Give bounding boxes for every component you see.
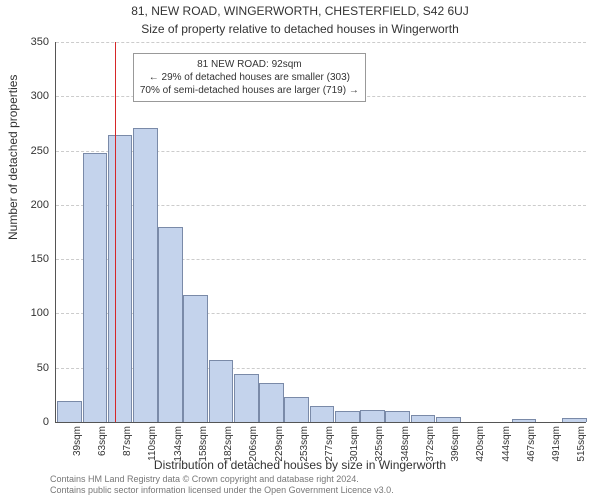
x-tick: 206sqm: [248, 426, 259, 462]
y-tick: 350: [31, 36, 55, 48]
histogram-bar: [335, 411, 360, 422]
x-tick: 467sqm: [526, 426, 537, 462]
x-tick: 325sqm: [374, 426, 385, 462]
histogram-bar: [158, 227, 183, 422]
x-tick: 63sqm: [97, 426, 108, 456]
histogram-bar: [83, 153, 108, 422]
histogram-bar: [411, 415, 436, 423]
x-tick: 229sqm: [274, 426, 285, 462]
histogram-bar: [133, 128, 158, 422]
x-tick: 491sqm: [551, 426, 562, 462]
histogram-bar: [360, 410, 385, 422]
x-tick: 110sqm: [147, 426, 158, 461]
y-tick: 0: [43, 416, 55, 428]
histogram-bar: [57, 401, 82, 422]
x-tick: 372sqm: [425, 426, 436, 462]
title-sub: Size of property relative to detached ho…: [0, 22, 600, 36]
x-tick: 444sqm: [501, 426, 512, 462]
x-tick: 515sqm: [576, 426, 587, 462]
histogram-bar: [183, 295, 208, 422]
x-tick: 301sqm: [349, 426, 360, 462]
histogram-bar: [284, 397, 309, 422]
x-tick: 396sqm: [450, 426, 461, 462]
footnote-line1: Contains HM Land Registry data © Crown c…: [50, 474, 394, 485]
gridline: [56, 42, 586, 43]
histogram-bar: [310, 406, 335, 422]
y-tick: 150: [31, 253, 55, 265]
y-tick: 50: [37, 362, 55, 374]
x-tick: 348sqm: [400, 426, 411, 462]
histogram-bar: [512, 419, 537, 422]
x-tick: 158sqm: [198, 426, 209, 462]
histogram-bar: [436, 417, 461, 422]
y-tick: 300: [31, 90, 55, 102]
plot-area: 81 NEW ROAD: 92sqm← 29% of detached hous…: [55, 42, 585, 422]
annotation-line3: 70% of semi-detached houses are larger (…: [140, 84, 359, 97]
annotation-line1: 81 NEW ROAD: 92sqm: [140, 58, 359, 71]
x-tick: 277sqm: [324, 426, 335, 462]
y-axis-label: Number of detached properties: [6, 75, 20, 240]
y-tick: 100: [31, 307, 55, 319]
x-tick: 253sqm: [299, 426, 310, 462]
plot-background: 81 NEW ROAD: 92sqm← 29% of detached hous…: [55, 42, 586, 423]
x-tick: 420sqm: [475, 426, 486, 462]
histogram-bar: [259, 383, 284, 422]
annotation-box: 81 NEW ROAD: 92sqm← 29% of detached hous…: [133, 53, 366, 102]
x-tick: 87sqm: [122, 426, 133, 456]
chart-container: 81, NEW ROAD, WINGERWORTH, CHESTERFIELD,…: [0, 0, 600, 500]
footnote-line2: Contains public sector information licen…: [50, 485, 394, 496]
x-tick: 39sqm: [72, 426, 83, 456]
x-tick: 134sqm: [173, 426, 184, 462]
histogram-bar: [385, 411, 410, 422]
x-tick: 182sqm: [223, 426, 234, 462]
y-tick: 250: [31, 145, 55, 157]
histogram-bar: [562, 418, 587, 422]
x-axis-label: Distribution of detached houses by size …: [0, 458, 600, 472]
title-main: 81, NEW ROAD, WINGERWORTH, CHESTERFIELD,…: [0, 4, 600, 18]
y-tick: 200: [31, 199, 55, 211]
annotation-line2: ← 29% of detached houses are smaller (30…: [140, 71, 359, 84]
histogram-bar: [108, 135, 133, 422]
histogram-bar: [209, 360, 234, 422]
reference-line: [115, 42, 116, 422]
histogram-bar: [234, 374, 259, 422]
footnote: Contains HM Land Registry data © Crown c…: [50, 474, 394, 496]
